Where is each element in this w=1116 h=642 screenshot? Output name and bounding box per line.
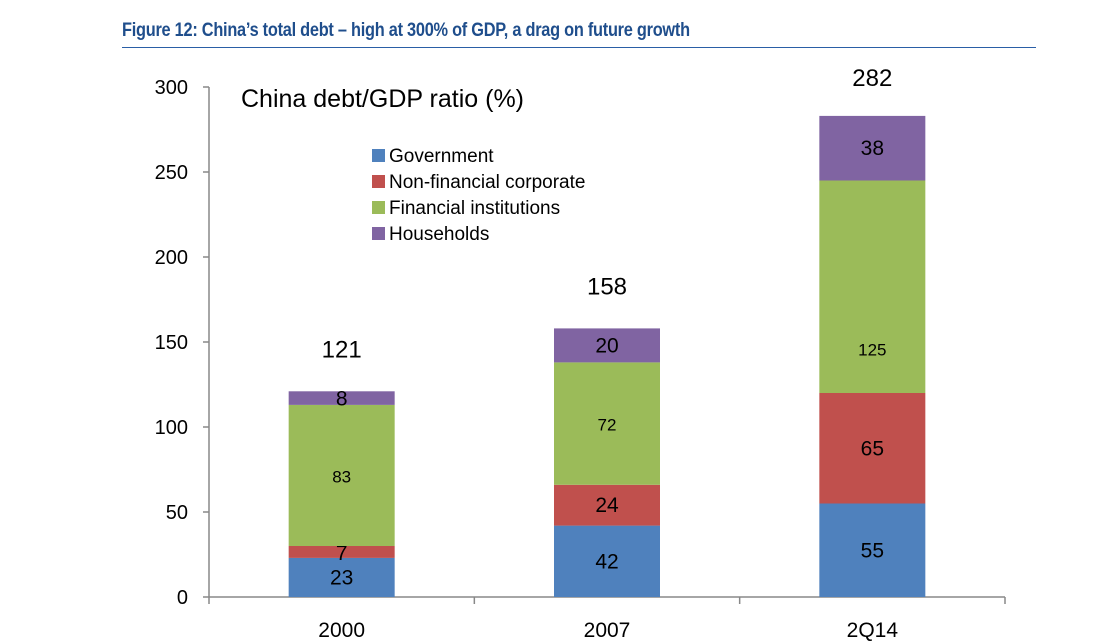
bars: 237 83 8 121 42 24 72 20 158 55 65 125 38 282: [288, 65, 926, 597]
data-label: 42: [595, 550, 618, 573]
y-tick-label: 50: [166, 502, 188, 524]
chart-title: China debt/GDP ratio (%): [241, 85, 524, 113]
data-label: 23: [330, 566, 353, 589]
bar-segment-households-2000: [288, 391, 395, 405]
data-label: 65: [861, 437, 884, 460]
x-axis: 2000 2007 2Q14: [208, 596, 1006, 642]
legend-label: Households: [389, 224, 489, 245]
y-tick-label: 300: [155, 77, 188, 99]
total-label: 282: [852, 65, 892, 92]
y-axis: 0 50 100 150 200 250 300: [155, 77, 210, 609]
x-tick-label: 2007: [584, 619, 631, 642]
total-label: 158: [587, 273, 627, 300]
bar-segment-households-2007: [554, 328, 660, 363]
y-tick-label: 200: [155, 247, 188, 269]
bar-segment-government-2q14: [819, 503, 926, 597]
y-tick-label: 0: [177, 587, 188, 609]
data-label: 83: [332, 467, 351, 486]
bar-segment-non-financial-corporate-2007: [554, 484, 660, 526]
legend-label: Financial institutions: [389, 198, 560, 219]
x-tick-label: 2000: [318, 619, 365, 642]
data-label: 20: [595, 334, 618, 357]
data-label: 55: [861, 539, 884, 562]
legend: Government Non-financial corporate Financi…: [372, 146, 585, 245]
bar-segment-households-2q14: [819, 115, 926, 181]
legend-label: Government: [389, 146, 494, 167]
data-label: 8: [336, 387, 348, 410]
bar-segment-non-financial-corporate-2000: [288, 546, 395, 558]
bar-segment-government-2007: [554, 525, 660, 597]
y-tick-label: 100: [155, 417, 188, 439]
data-label: 72: [598, 416, 617, 435]
legend-swatch-non-financial-corporate: [372, 175, 385, 188]
x-tick-label: 2Q14: [847, 619, 899, 642]
legend-swatch-government: [372, 149, 385, 162]
data-label: 38: [861, 137, 884, 160]
total-label: 121: [322, 336, 362, 363]
bar-segment-financial-institutions-2007: [554, 362, 660, 485]
bar-segment-non-financial-corporate-2q14: [819, 393, 926, 504]
legend-swatch-financial-institutions: [372, 201, 385, 214]
legend-swatch-households: [372, 227, 385, 240]
bar-segment-financial-institutions-2000: [288, 404, 395, 546]
y-tick-label: 250: [155, 162, 188, 184]
figure-title: Figure 12: China’s total debt – high at …: [122, 20, 690, 41]
data-label: 7: [336, 542, 348, 565]
data-label: 125: [858, 341, 886, 360]
title-underline: [122, 47, 1036, 48]
bar-segment-financial-institutions-2q14: [819, 180, 926, 393]
y-tick-label: 150: [155, 332, 188, 354]
data-label: 24: [595, 494, 619, 517]
bar-segment-government-2000: [288, 557, 395, 597]
legend-label: Non-financial corporate: [389, 172, 585, 193]
